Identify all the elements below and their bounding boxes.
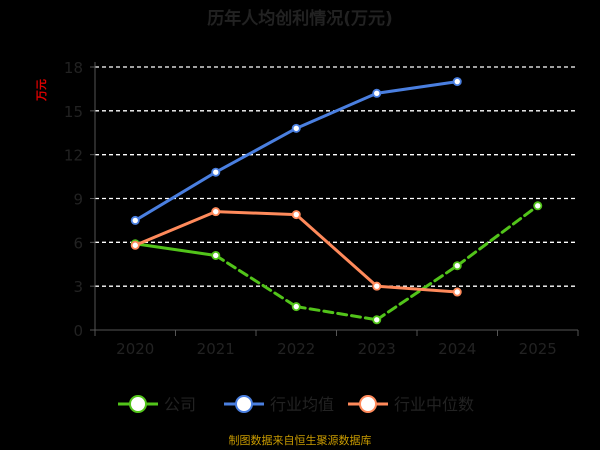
series-line-segment (375, 80, 459, 95)
x-tick-label: 2024 (438, 340, 476, 358)
series-line-segment (375, 284, 459, 294)
legend-marker (129, 395, 147, 413)
legend-marker (359, 395, 377, 413)
data-point[interactable] (291, 210, 301, 220)
series-line-segment (133, 170, 218, 222)
data-point[interactable] (130, 215, 140, 225)
series-line-segment (375, 264, 459, 322)
x-tick-label: 2021 (197, 340, 235, 358)
series-line-segment (294, 305, 379, 322)
legend-item[interactable]: 公司 (118, 395, 196, 414)
data-point[interactable] (452, 287, 462, 297)
data-point[interactable] (291, 302, 301, 312)
legend: 公司 行业均值 行业中位数 (118, 395, 474, 414)
legend-label: 行业中位数 (394, 395, 474, 414)
legend-label: 公司 (164, 395, 196, 414)
y-tick-label: 9 (73, 191, 83, 209)
legend-item[interactable]: 行业中位数 (348, 395, 474, 414)
y-tick-label: 3 (73, 278, 83, 296)
data-point[interactable] (372, 88, 382, 98)
series-line-segment (455, 204, 540, 268)
series-line-segment (133, 210, 218, 247)
legend-item[interactable]: 行业均值 (224, 395, 334, 414)
data-point[interactable] (452, 261, 462, 271)
data-point[interactable] (372, 315, 382, 325)
data-point[interactable] (291, 123, 301, 133)
series-1 (130, 77, 462, 225)
x-tick-label: 2023 (358, 340, 396, 358)
y-tick-label: 6 (73, 234, 83, 252)
data-point[interactable] (452, 77, 462, 87)
x-tick-label: 2020 (116, 340, 154, 358)
x-tick-label: 2022 (277, 340, 315, 358)
source-note: 制图数据来自恒生聚源数据库 (229, 433, 372, 447)
axes: 0 3 6 9 12 15 18 2020 2021 2022 2023 2024 2025 (64, 59, 579, 358)
y-tick-label: 0 (73, 322, 83, 340)
series-line-segment (133, 242, 218, 257)
y-axis-label: 万元 (35, 79, 48, 102)
data-point[interactable] (211, 167, 221, 177)
data-point[interactable] (211, 250, 221, 260)
data-point[interactable] (130, 240, 140, 250)
data-point[interactable] (533, 201, 543, 211)
grid-lines (95, 66, 578, 287)
series-line-segment (214, 253, 298, 309)
y-tick-label: 12 (64, 147, 83, 165)
x-tick-label: 2025 (519, 340, 557, 358)
series-line-segment (294, 91, 379, 130)
legend-marker (235, 395, 253, 413)
data-point[interactable] (372, 281, 382, 291)
y-tick-label: 15 (64, 103, 83, 121)
series-0 (130, 201, 543, 325)
chart-title: 历年人均创利情况(万元) (207, 8, 393, 29)
series-lines (130, 77, 543, 325)
series-line-segment (214, 126, 298, 174)
series-2 (130, 207, 462, 297)
series-line-segment (294, 213, 379, 288)
series-line-segment (214, 210, 298, 217)
legend-label: 行业均值 (270, 395, 334, 414)
data-point[interactable] (211, 207, 221, 217)
y-tick-label: 18 (64, 59, 83, 77)
